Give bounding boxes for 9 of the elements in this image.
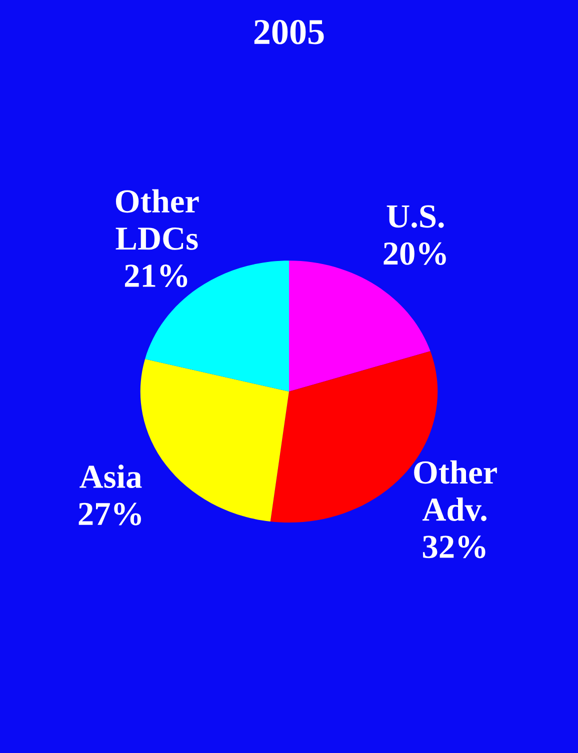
slice-label: Other LDCs bbox=[116, 189, 199, 250]
slice-label: U.S. bbox=[386, 205, 444, 228]
slice-label: Asia bbox=[80, 464, 142, 488]
data-label: 32% bbox=[422, 536, 486, 558]
data-label: 21% bbox=[124, 264, 188, 288]
data-label: 20% bbox=[384, 242, 446, 265]
chart-title: 2005 bbox=[254, 20, 324, 44]
data-label: 27% bbox=[78, 502, 141, 526]
slice-label: Other Adv. bbox=[414, 460, 497, 522]
